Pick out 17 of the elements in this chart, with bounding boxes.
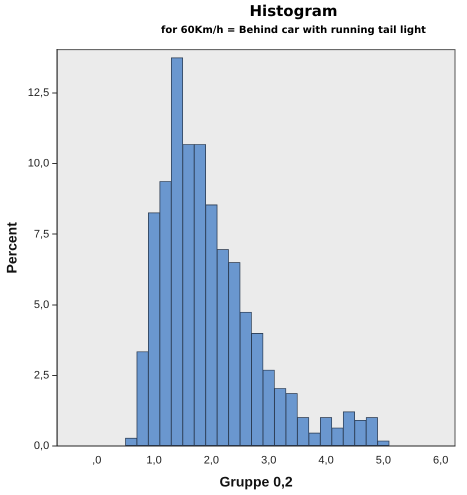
x-axis-title: Gruppe 0,2 — [220, 473, 293, 490]
x-tick-label: 6,0 — [433, 454, 448, 467]
y-tick-label: 5,0 — [34, 298, 50, 311]
x-tick-label: 5,0 — [376, 454, 391, 467]
y-axis-title: Percent — [3, 222, 20, 274]
chart-subtitle: for 60Km/h = Behind car with running tail light — [160, 25, 427, 36]
x-tick-label: 1,0 — [146, 454, 162, 467]
x-tick-label: 4,0 — [318, 454, 334, 467]
x-tick-label: ,0 — [92, 454, 102, 467]
y-tick-label: 12,5 — [28, 87, 50, 100]
x-tick-label: 2,0 — [204, 454, 220, 467]
y-tick-label: 7,5 — [34, 228, 50, 240]
y-tick-label: 2,5 — [34, 369, 50, 382]
chart-title: Histogram — [248, 2, 338, 20]
y-tick-label: 10,0 — [28, 158, 50, 170]
y-tick-label: 0,0 — [34, 440, 50, 452]
x-tick-label: 3,0 — [261, 454, 276, 467]
